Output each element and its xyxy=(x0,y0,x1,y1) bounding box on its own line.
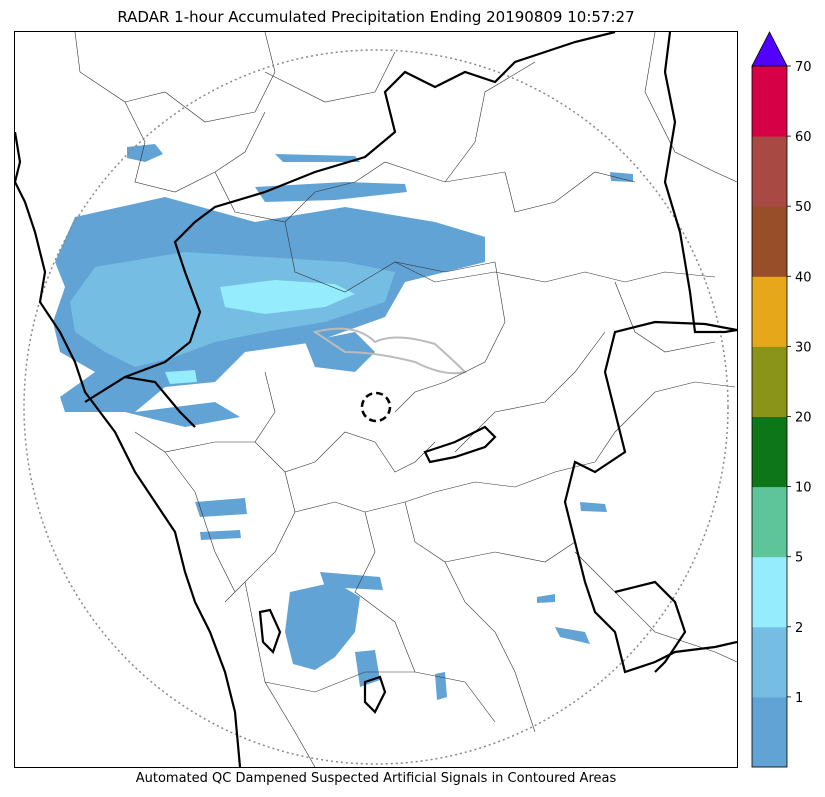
colorbar-swatch xyxy=(752,276,787,347)
north-border-segment xyxy=(124,375,196,428)
southeast-border xyxy=(614,580,687,673)
colorbar-swatch xyxy=(752,626,787,698)
colorbar-swatch xyxy=(752,696,787,768)
echo-west-small xyxy=(195,498,247,517)
echo-mid-band xyxy=(70,252,395,367)
south-enclave-border xyxy=(363,675,387,714)
echo-top-cell xyxy=(127,144,163,162)
colorbar-tick-label: 1 xyxy=(795,691,803,706)
colorbar-tick-label: 20 xyxy=(795,411,812,426)
colorbar-swatch xyxy=(752,346,787,417)
colorbar-ticks: 1 2 5 10 20 30 40 50 60 70 xyxy=(787,60,812,706)
echo-northeast-small xyxy=(610,172,633,182)
echo-core-west xyxy=(165,370,197,384)
qc-contours xyxy=(312,327,467,375)
precipitation-colorbar: 1 2 5 10 20 30 40 50 60 70 xyxy=(751,31,812,768)
central-enclave-border xyxy=(423,425,497,464)
colorbar-tick-label: 70 xyxy=(795,60,812,75)
colorbar-swatch xyxy=(752,416,787,488)
colorbar-swatch xyxy=(752,206,787,277)
colorbar-tick-label: 10 xyxy=(795,481,812,496)
echo-south-strip xyxy=(320,572,383,590)
echo-north-fragment xyxy=(275,154,360,162)
echo-south-center xyxy=(355,650,380,687)
echo-upper-band xyxy=(255,182,407,202)
radar-map[interactable] xyxy=(14,31,738,768)
colorbar-tick-label: 5 xyxy=(795,551,803,566)
northeast-border xyxy=(663,32,737,334)
colorbar-swatches xyxy=(751,31,788,768)
echo-south-large xyxy=(285,582,360,670)
qc-contour-center xyxy=(312,327,467,375)
precipitation-echoes xyxy=(53,144,633,700)
echo-core xyxy=(220,280,355,314)
echo-east-small-3 xyxy=(537,594,555,603)
colorbar-tick-label: 50 xyxy=(795,200,812,215)
colorbar-tick-label: 2 xyxy=(795,621,803,636)
map-title: RADAR 1-hour Accumulated Precipitation E… xyxy=(117,8,635,26)
radar-site-marker xyxy=(360,391,392,423)
colorbar-extend-arrow xyxy=(751,31,788,67)
echo-southeast-small xyxy=(435,672,447,700)
west-coastline xyxy=(15,131,242,767)
district-borders xyxy=(74,32,737,767)
northwest-border xyxy=(84,32,616,403)
radar-range-ring xyxy=(23,49,729,765)
colorbar-swatch xyxy=(752,66,787,137)
colorbar-swatch xyxy=(752,556,787,628)
colorbar-tick-label: 40 xyxy=(795,270,812,285)
southwest-enclave-border xyxy=(258,608,282,655)
colorbar-swatch xyxy=(752,486,787,558)
colorbar-swatch xyxy=(752,136,787,207)
echo-west-dots xyxy=(200,530,241,540)
echo-east-small-2 xyxy=(555,627,590,644)
map-caption: Automated QC Dampened Suspected Artifici… xyxy=(135,771,617,786)
colorbar-tick-label: 60 xyxy=(795,130,812,145)
echo-scattered-center xyxy=(305,332,375,372)
east-border xyxy=(563,320,737,674)
echo-east-small xyxy=(580,502,607,512)
state-borders xyxy=(15,32,737,767)
colorbar-tick-label: 30 xyxy=(795,340,812,355)
